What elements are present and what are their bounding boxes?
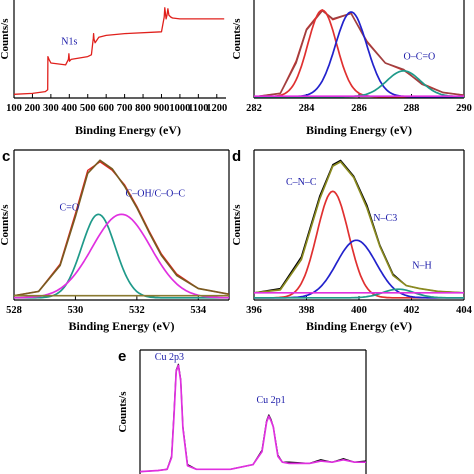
x-tick-label: 100 bbox=[6, 103, 22, 114]
x-tick-label: 402 bbox=[404, 305, 420, 316]
x-tick-label: 1200 bbox=[206, 103, 227, 114]
y-axis-label: Counts/s bbox=[117, 391, 129, 433]
x-tick-label: 400 bbox=[351, 305, 367, 316]
peak-annotation: C=O bbox=[60, 203, 80, 214]
series-group bbox=[14, 159, 229, 299]
peak-annotation: C–N–C bbox=[286, 177, 317, 188]
x-tick-label: 404 bbox=[456, 305, 473, 316]
series-group bbox=[140, 363, 366, 473]
y-axis-label: Counts/s bbox=[0, 204, 11, 246]
panel-label: d bbox=[232, 148, 241, 165]
x-axis-label: Binding Energy (eV) bbox=[306, 319, 412, 333]
peak-annotation: N–H bbox=[412, 260, 431, 271]
peak-annotation: N1s bbox=[61, 37, 77, 48]
series-line-2 bbox=[259, 9, 464, 98]
series-line-4 bbox=[14, 213, 229, 299]
x-tick-label: 398 bbox=[299, 305, 315, 316]
x-tick-label: 600 bbox=[98, 103, 114, 114]
series-line-1 bbox=[14, 7, 225, 95]
x-tick-label: 396 bbox=[246, 305, 262, 316]
series-line-2 bbox=[254, 160, 464, 294]
series-group bbox=[14, 7, 225, 95]
panel-4: 396 398 400 402 404 Binding Energy (eV) Counts… bbox=[231, 148, 473, 333]
y-axis-label: Counts/s bbox=[231, 18, 243, 60]
x-tick-label: 500 bbox=[80, 103, 96, 114]
x-axis-label: Binding Energy (eV) bbox=[68, 319, 174, 333]
peak-annotation: N–C3 bbox=[373, 213, 397, 224]
x-tick-label: 1000 bbox=[169, 103, 190, 114]
panel-label: e bbox=[118, 348, 126, 365]
x-tick-label: 528 bbox=[6, 305, 22, 316]
y-axis-label: Counts/s bbox=[231, 204, 243, 246]
panel-label: c bbox=[2, 148, 10, 165]
peak-annotation: Cu 2p1 bbox=[256, 395, 285, 406]
x-tick-label: 534 bbox=[190, 305, 207, 316]
series-line-2 bbox=[140, 364, 366, 473]
panel-5: Counts/s e Cu 2p3 Cu 2p1 bbox=[117, 348, 367, 474]
series-line-3 bbox=[14, 213, 229, 299]
panel-3: 528 530 532 534 Binding Energy (eV) Counts/s c… bbox=[0, 148, 230, 333]
x-tick-label: 530 bbox=[68, 305, 84, 316]
series-line-2 bbox=[14, 159, 229, 297]
x-tick-label: 288 bbox=[404, 103, 420, 114]
x-axis-label: Binding Energy (eV) bbox=[306, 123, 412, 137]
series-line-5 bbox=[254, 288, 464, 299]
x-tick-label: 900 bbox=[154, 103, 170, 114]
x-axis-label: Binding Energy (eV) bbox=[75, 123, 181, 137]
y-axis-label: Counts/s bbox=[0, 18, 11, 60]
x-tick-label: 284 bbox=[299, 103, 316, 114]
x-tick-label: 290 bbox=[456, 103, 472, 114]
x-tick-label: 1100 bbox=[188, 103, 208, 114]
x-tick-label: 200 bbox=[25, 103, 41, 114]
peak-annotation: Cu 2p3 bbox=[155, 352, 184, 363]
series-group bbox=[254, 159, 464, 299]
panel-2: 282 284 286 288 290 Binding Energy (eV) Counts… bbox=[231, 0, 472, 137]
x-tick-label: 300 bbox=[43, 103, 59, 114]
x-tick-label: 700 bbox=[117, 103, 133, 114]
x-tick-label: 532 bbox=[129, 305, 145, 316]
x-tick-label: 400 bbox=[61, 103, 77, 114]
x-tick-label: 282 bbox=[246, 103, 262, 114]
series-group bbox=[254, 9, 464, 98]
x-tick-label: 286 bbox=[351, 103, 367, 114]
x-tick-label: 800 bbox=[135, 103, 151, 114]
peak-annotation: C–OH/C–O–C bbox=[126, 188, 186, 199]
peak-annotation: O–C=O bbox=[403, 51, 435, 62]
